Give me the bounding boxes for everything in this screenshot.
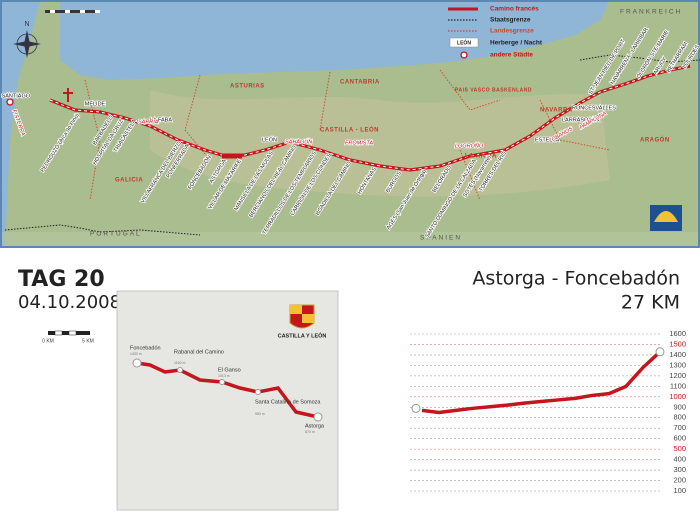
region-label: CANTABRIA <box>340 80 380 86</box>
scale-label: 0 KM <box>42 338 54 344</box>
stage-endpoint <box>313 412 323 422</box>
legend-item: andere Städte <box>490 52 533 59</box>
legend-item: Camino francés <box>490 6 539 13</box>
town-label: LA FABA <box>150 117 172 123</box>
y-tick-label: 100 <box>673 486 686 495</box>
y-tick-label: 300 <box>673 465 686 474</box>
place-dot <box>219 379 225 385</box>
town-label: RONCESVALLES <box>572 105 616 111</box>
cross-icon <box>63 88 73 102</box>
y-tick-label: 200 <box>673 476 686 485</box>
legend-item: Staatsgrenze <box>490 17 531 24</box>
place-dot <box>177 367 183 373</box>
camino-route-dash <box>49 65 691 171</box>
map-bottom <box>0 232 700 248</box>
city-dot <box>6 98 14 106</box>
y-tick-label: 700 <box>673 423 686 432</box>
place-dot <box>255 389 261 395</box>
scale-bar: 0 KM 5 KM <box>42 330 94 344</box>
y-tick-label: 1600 <box>669 329 686 338</box>
region-label: GALICIA <box>115 178 143 184</box>
compass-n: N <box>24 21 29 28</box>
town-label-red: SAHAGÚN <box>285 138 312 145</box>
country-label: PORTUGAL <box>90 231 142 238</box>
y-tick-label: 600 <box>673 434 686 443</box>
place-name: Astorga <box>305 423 325 429</box>
y-tick-label: 1000 <box>669 392 686 401</box>
y-tick-label: 400 <box>673 455 686 464</box>
region-border <box>84 69 611 201</box>
y-tick-label: 1400 <box>669 350 686 359</box>
day-title: TAG 20 <box>18 267 105 292</box>
y-tick-label: 1100 <box>670 381 686 390</box>
y-tick-label: 500 <box>673 444 686 453</box>
stage-map: CASTILLA Y LEÓN Foncebadón 1430 m Rabana… <box>116 290 339 511</box>
place-name: Rabanal del Camino <box>174 349 224 355</box>
scale-label: 5 KM <box>82 338 94 344</box>
overview-map: N Camino francés Staatsgrenze Landesgren… <box>0 0 700 248</box>
legend-item: Landesgrenze <box>490 28 534 35</box>
legend-item: Herberge / Nacht <box>490 40 543 47</box>
shell-icon <box>650 205 682 231</box>
town-label: LARRASOAÑA <box>562 116 600 123</box>
place-name: Foncebadón <box>130 345 161 351</box>
town-label: ESTELLA <box>535 137 559 143</box>
legend: Camino francés Staatsgrenze Landesgrenze… <box>448 6 543 59</box>
compass: N <box>13 10 100 58</box>
ocean <box>0 0 40 248</box>
meseta <box>150 90 610 197</box>
start-point <box>411 403 421 413</box>
stage-title: Astorga - Foncebadón <box>472 268 680 290</box>
y-tick-label: 1300 <box>669 360 686 369</box>
y-tick-label: 800 <box>673 413 686 422</box>
region-label: PAIS VASCO BASKENLAND <box>455 87 532 93</box>
stage-endpoint <box>132 358 142 368</box>
town-label-red: SARRIA <box>138 119 159 125</box>
y-tick-label: 1500 <box>669 339 686 348</box>
place-elevation: 1430 m <box>130 352 142 356</box>
region-label: LA RIOJA <box>465 154 497 160</box>
end-point <box>655 347 665 357</box>
town-label-red: FROMISTA <box>345 140 373 146</box>
region-label: NAVARRA <box>540 108 573 114</box>
place-elevation: 870 m <box>305 430 315 434</box>
place-elevation: 1160 m <box>174 361 185 365</box>
place-name: El Ganso <box>218 367 241 373</box>
map-frame <box>0 0 700 248</box>
stage-distance: 27 KM <box>621 292 680 314</box>
region-label: ASTURIAS <box>230 84 265 90</box>
y-tick-label: 900 <box>673 402 686 411</box>
border <box>579 54 700 63</box>
town-label: LEÓN <box>262 136 277 143</box>
legend-item: LEÓN <box>457 38 471 46</box>
y-tick-label: 1200 <box>669 371 686 380</box>
day-date: 04.10.2008 <box>18 292 121 313</box>
country-label: FRANKREICH <box>620 9 682 16</box>
border <box>4 224 201 236</box>
town-label: SANTIAGO <box>2 93 31 99</box>
place-elevation: 1013 m <box>218 374 230 378</box>
town-label-red: LOGROÑO <box>455 142 484 149</box>
town-label: MÉLIDE <box>85 100 106 107</box>
place-name: Santa Catalina de Somoza <box>255 399 321 405</box>
region-label: ARAGÓN <box>640 136 670 144</box>
country-label: SPANIEN <box>420 235 462 242</box>
region-name: CASTILLA Y LEÓN <box>278 331 327 339</box>
region-label: CASTILLA - LEÓN <box>320 126 379 134</box>
region-crest <box>289 304 315 329</box>
place-elevation: 983 m <box>255 412 265 416</box>
elevation-line <box>421 350 662 415</box>
